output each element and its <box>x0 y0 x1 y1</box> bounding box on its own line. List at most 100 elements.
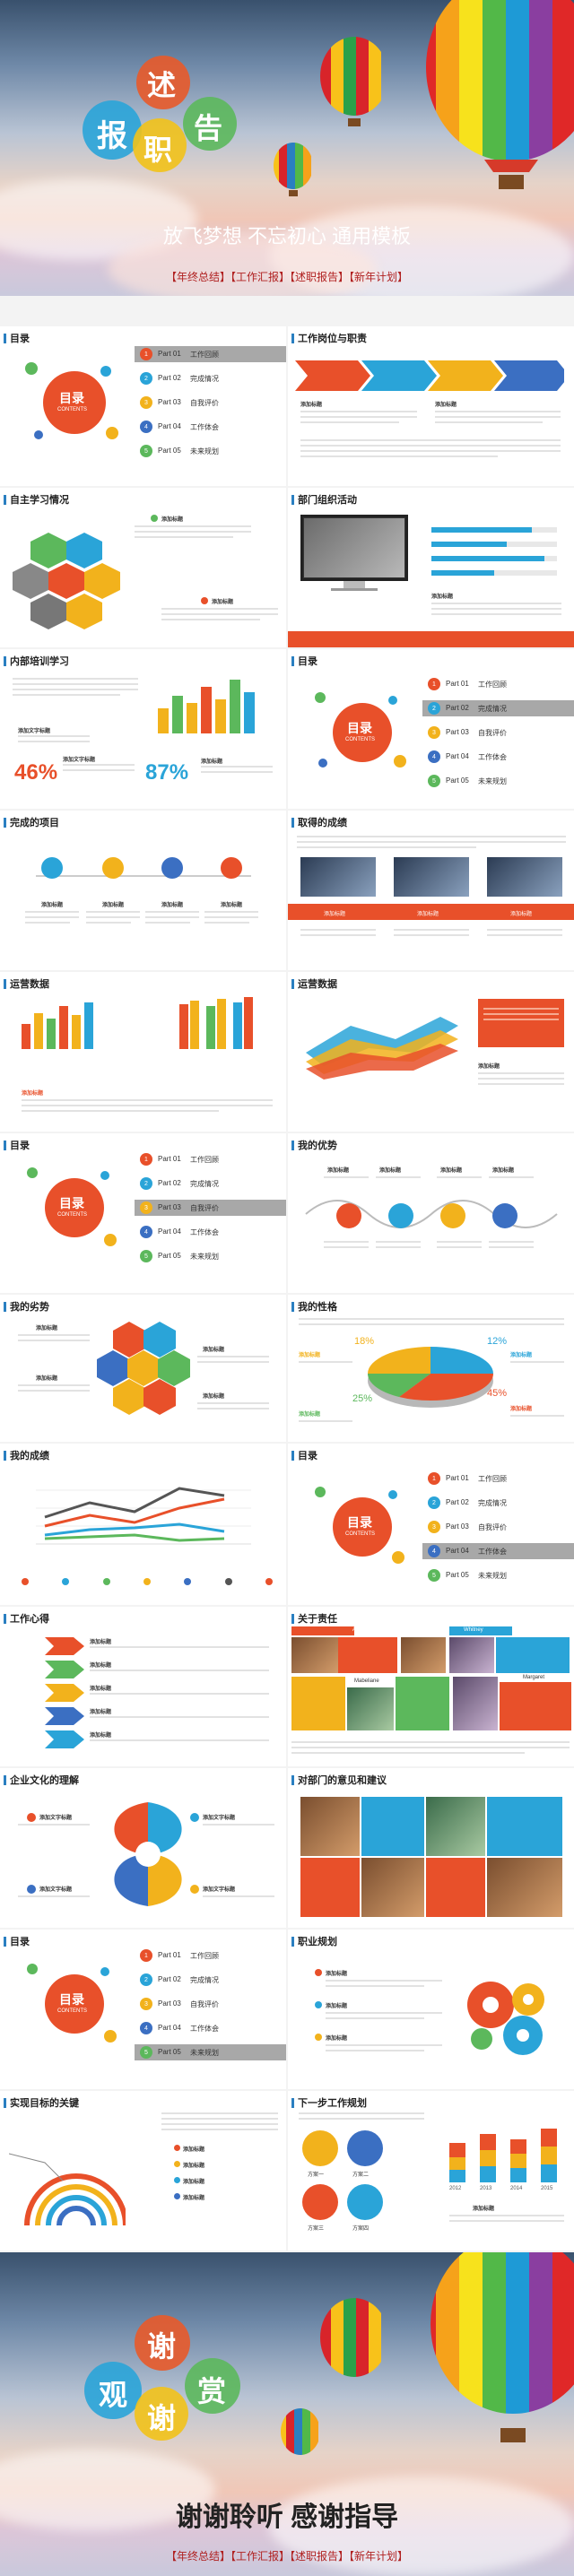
cover-char-2: 述 <box>147 69 177 101</box>
toc-circle-sub: CONTENTS <box>57 407 87 412</box>
chevron-arrows <box>295 360 564 391</box>
slide-ops-data-2: 运营数据 添加标题 <box>288 972 574 1132</box>
achv-label-1: 添加标题 <box>324 912 346 917</box>
toc-topic: 自我评价 <box>478 1523 507 1531</box>
toc-part: Part 04 <box>446 1547 469 1555</box>
slide-duty: 工作岗位与职责 添加标题 添加标题 <box>288 326 574 486</box>
project-label-1: 添加标题 <box>41 903 64 908</box>
line-chart <box>36 1487 251 1545</box>
adv-label-4: 添加标题 <box>492 1168 515 1174</box>
slide-title: 工作岗位与职责 <box>291 331 367 345</box>
laptop-photo-2 <box>394 857 469 897</box>
ops-label: 添加标题 <box>22 1091 44 1097</box>
weak-label-4: 添加标题 <box>203 1394 225 1400</box>
toc-number: 1 <box>140 1949 152 1962</box>
slide-ops-data-1: 运营数据 添加标题 <box>0 972 286 1132</box>
slide-toc-3: 目录 目录 CONTENTS 1 Part 01 工作回顾 2 Part 02 完成情况 3… <box>0 1133 286 1293</box>
toc-number: 4 <box>140 421 152 433</box>
toc-number: 3 <box>140 1998 152 2010</box>
toc-topic: 工作体会 <box>190 1228 219 1236</box>
goal-label-4: 添加标题 <box>183 2196 205 2201</box>
ending-title: 谢谢聆听 感谢指导 <box>175 2502 399 2532</box>
laptop-photo-1 <box>300 857 376 897</box>
stat-46: 46% <box>14 760 58 785</box>
goal-label-2: 添加标题 <box>183 2164 205 2169</box>
slide-title: 目录 <box>291 1448 317 1462</box>
achv-label-3: 添加标题 <box>510 912 533 917</box>
next-plan-label: 添加标题 <box>473 2207 495 2212</box>
slide-toc-2: 目录 目录 CONTENTS 1 Part 01 工作回顾 2 Part 02 完成情况 3… <box>288 649 574 809</box>
slide-title: 我的劣势 <box>4 1299 49 1314</box>
toc-number: 1 <box>428 1472 440 1485</box>
toc-item: 5 Part 05 未来规划 <box>413 773 574 787</box>
toc-number: 3 <box>140 1201 152 1214</box>
toc-topic: 工作体会 <box>478 1548 507 1556</box>
career-label-3: 添加标题 <box>326 2036 348 2042</box>
slide-title: 内部培训学习 <box>4 654 69 668</box>
toc-part: Part 02 <box>158 374 181 382</box>
legend <box>22 1578 273 1587</box>
slide-toc-4: 目录 目录 CONTENTS 1 Part 01 工作回顾 2 Part 02 完成情况 3… <box>288 1444 574 1605</box>
toc-number: 2 <box>140 1973 152 1986</box>
slide-title: 目录 <box>4 331 30 345</box>
toc-list: 1 Part 01 工作回顾 2 Part 02 完成情况 3 Part 03 自我评价 4 Par… <box>413 1470 574 1605</box>
pct-45: 45% <box>487 1388 508 1399</box>
name-amanda: Amanda <box>352 1627 373 1633</box>
toc-topic: 未来规划 <box>478 777 507 785</box>
duty-label-1: 添加标题 <box>300 403 323 408</box>
toc-topic: 未来规划 <box>190 447 219 455</box>
3d-bar-chart <box>158 680 255 733</box>
toc-part: Part 01 <box>158 1951 181 1959</box>
hexagon-flower <box>97 1322 190 1415</box>
toc-part: Part 05 <box>158 447 181 455</box>
name-whitney: Whitney <box>464 1627 483 1633</box>
slide-internal-training: 内部培训学习 添加文字标题 添加文字标题 添加标题 46% 87% <box>0 649 286 809</box>
toc-item: 5 Part 05 未来规划 <box>413 1567 574 1582</box>
activity-label: 添加标题 <box>431 594 454 600</box>
toc-circle-sub: CONTENTS <box>57 1212 87 1218</box>
toc-part: Part 02 <box>158 1179 181 1187</box>
toc-part: Part 03 <box>446 1522 469 1531</box>
year-2015: 2015 <box>541 2186 553 2191</box>
toc-number: 5 <box>140 1250 152 1262</box>
cover-slide: 述 报 职 告 放飞梦想 不忘初心 通用模板 【年终总结】【工作汇报】【述职报告… <box>0 0 574 296</box>
toc-number: 1 <box>140 348 152 360</box>
exp-label-5: 添加标题 <box>90 1733 112 1739</box>
pers-label-4: 添加标题 <box>510 1407 533 1412</box>
toc-number: 2 <box>428 1496 440 1509</box>
slide-title: 目录 <box>291 654 317 668</box>
toc-list: 1 Part 01 工作回顾 2 Part 02 完成情况 3 Part 03 自我评价 4 Par… <box>126 1947 286 2082</box>
ending-slide: 谢 观 谢 赏 谢谢聆听 感谢指导 【年终总结】【工作汇报】【述职报告】【新年计… <box>0 2252 574 2576</box>
goal-label-1: 添加标题 <box>183 2147 205 2153</box>
toc-item: 1 Part 01 工作回顾 <box>126 1151 286 1166</box>
toc-number: 2 <box>140 372 152 385</box>
training-label-3: 添加标题 <box>201 759 223 765</box>
toc-highlight <box>135 346 286 362</box>
year-2012: 2012 <box>449 2186 462 2191</box>
exp-label-4: 添加标题 <box>90 1710 112 1715</box>
toc-part: Part 05 <box>158 1252 181 1260</box>
toc-topic: 未来规划 <box>478 1572 507 1580</box>
toc-circle-label: 目录 <box>59 1196 84 1210</box>
toc-topic: 工作回顾 <box>190 1952 219 1960</box>
project-label-2: 添加标题 <box>102 903 125 908</box>
slide-title: 下一步工作规划 <box>291 2095 367 2110</box>
slide-title: 取得的成绩 <box>291 815 347 829</box>
slide-projects: 完成的项目 添加标题 添加标题 添加标题 添加标题 <box>0 811 286 970</box>
toc-item: 3 Part 03 自我评价 <box>413 724 574 739</box>
cover-circle-green <box>183 97 237 151</box>
stacked-bar-chart <box>449 2129 557 2182</box>
cover-tags: 【年终总结】【工作汇报】【述职报告】【新年计划】 <box>165 271 408 283</box>
toc-topic: 完成情况 <box>478 705 507 713</box>
culture-label-3: 添加文字标题 <box>39 1887 73 1893</box>
toc-number: 5 <box>428 775 440 787</box>
toc-circle-sub: CONTENTS <box>345 737 375 742</box>
slide-title: 职业规划 <box>291 1934 337 1948</box>
plan-option-4: 方案四 <box>352 2226 370 2232</box>
toc-topic: 完成情况 <box>190 1976 219 1984</box>
exp-label-2: 添加标题 <box>90 1663 112 1669</box>
toc-item: 3 Part 03 自我评价 <box>126 1200 286 1216</box>
adv-label-1: 添加标题 <box>327 1168 350 1174</box>
toc-part: Part 01 <box>446 680 469 688</box>
toc-number: 4 <box>140 2022 152 2034</box>
